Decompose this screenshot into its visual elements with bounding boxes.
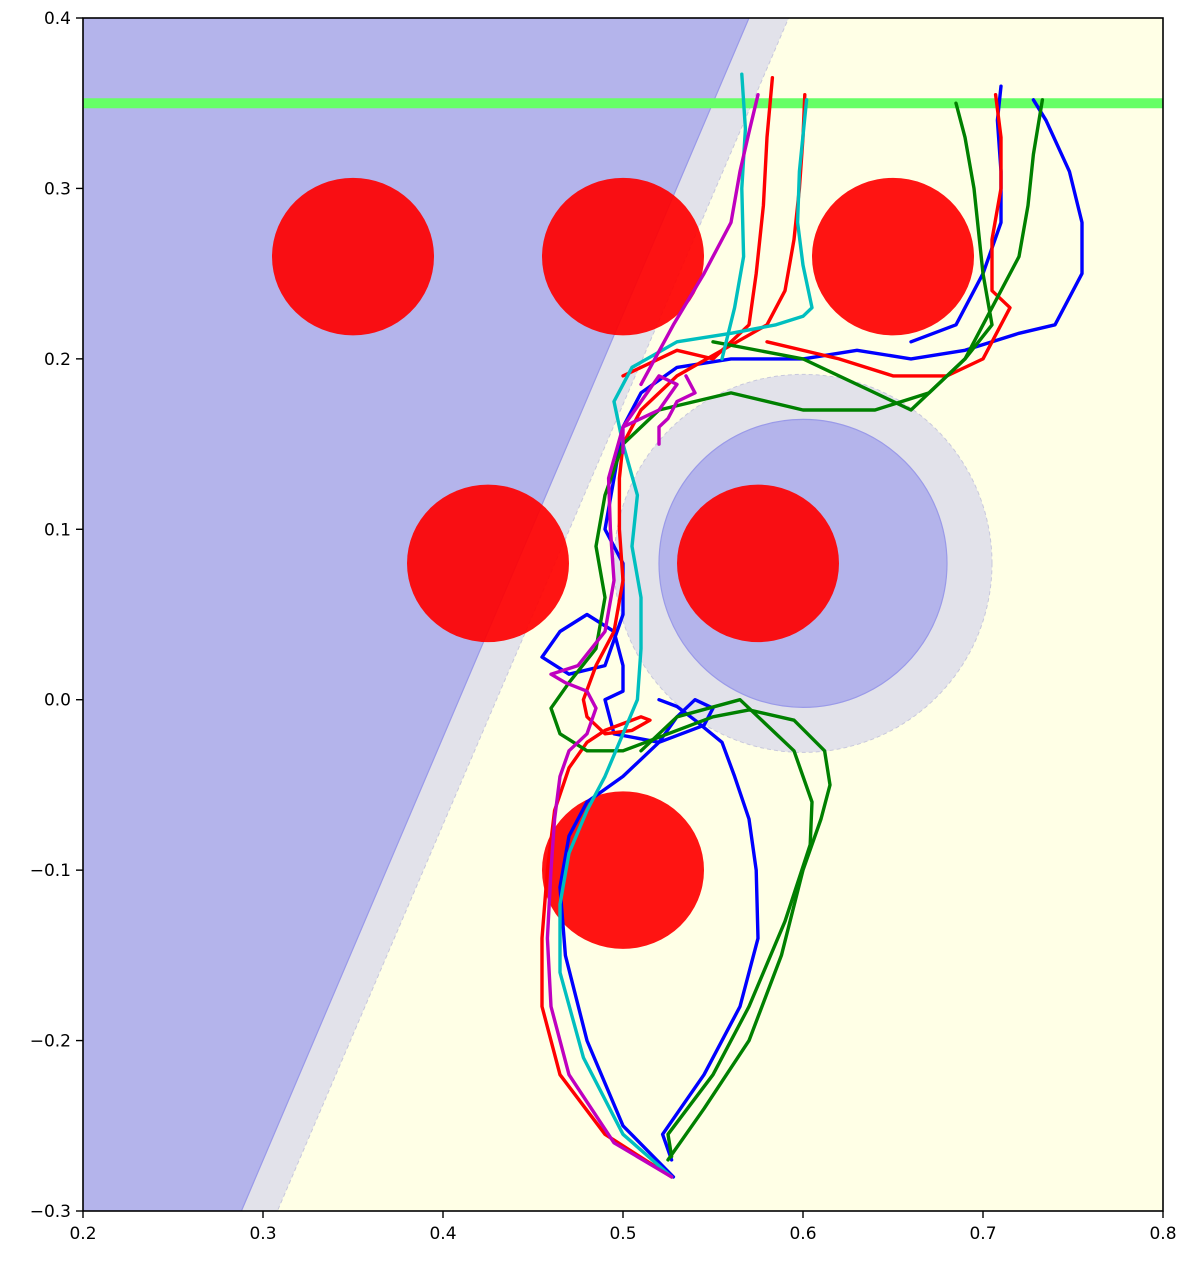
trajectory-series bbox=[540, 72, 1084, 1179]
y-tick-label: 0.4 bbox=[44, 9, 71, 29]
x-tick-label: 0.2 bbox=[69, 1224, 96, 1244]
y-tick-label: −0.3 bbox=[30, 1202, 71, 1222]
x-tick-label: 0.8 bbox=[1149, 1224, 1176, 1244]
target-marker bbox=[677, 484, 839, 643]
trajectory-line bbox=[639, 92, 760, 387]
y-tick-label: 0.3 bbox=[44, 179, 71, 199]
x-tick-label: 0.5 bbox=[609, 1224, 636, 1244]
y-tick-label: −0.2 bbox=[30, 1032, 71, 1052]
trajectory-line bbox=[558, 98, 814, 1179]
x-tick-label: 0.3 bbox=[249, 1224, 276, 1244]
trajectory-line bbox=[545, 374, 679, 1179]
x-tick-label: 0.4 bbox=[429, 1224, 456, 1244]
trajectory-line bbox=[540, 98, 1084, 1179]
trajectory-line bbox=[639, 698, 814, 1159]
y-tick-label: −0.1 bbox=[30, 861, 71, 881]
trajectory-line bbox=[657, 698, 760, 1162]
target-marker bbox=[272, 177, 434, 336]
y-tick-label: 0.2 bbox=[44, 350, 71, 370]
trajectory-line bbox=[765, 92, 1012, 378]
trajectory-line bbox=[720, 72, 748, 361]
y-axis: −0.3 −0.2 −0.1 0.0 0.1 0.2 0.3 0.4 bbox=[30, 9, 83, 1222]
trajectory-line bbox=[621, 75, 775, 378]
trajectory-line bbox=[711, 101, 994, 412]
trajectory-line bbox=[657, 374, 697, 446]
target-marker bbox=[407, 484, 569, 643]
x-tick-label: 0.6 bbox=[789, 1224, 816, 1244]
target-markers bbox=[272, 177, 974, 949]
target-marker bbox=[812, 177, 974, 336]
x-tick-label: 0.7 bbox=[969, 1224, 996, 1244]
y-tick-label: 0.0 bbox=[44, 691, 71, 711]
target-marker bbox=[542, 791, 704, 949]
x-axis: 0.2 0.3 0.4 0.5 0.6 0.7 0.8 bbox=[69, 1211, 1177, 1244]
y-tick-label: 0.1 bbox=[44, 520, 71, 540]
target-marker bbox=[542, 177, 704, 336]
